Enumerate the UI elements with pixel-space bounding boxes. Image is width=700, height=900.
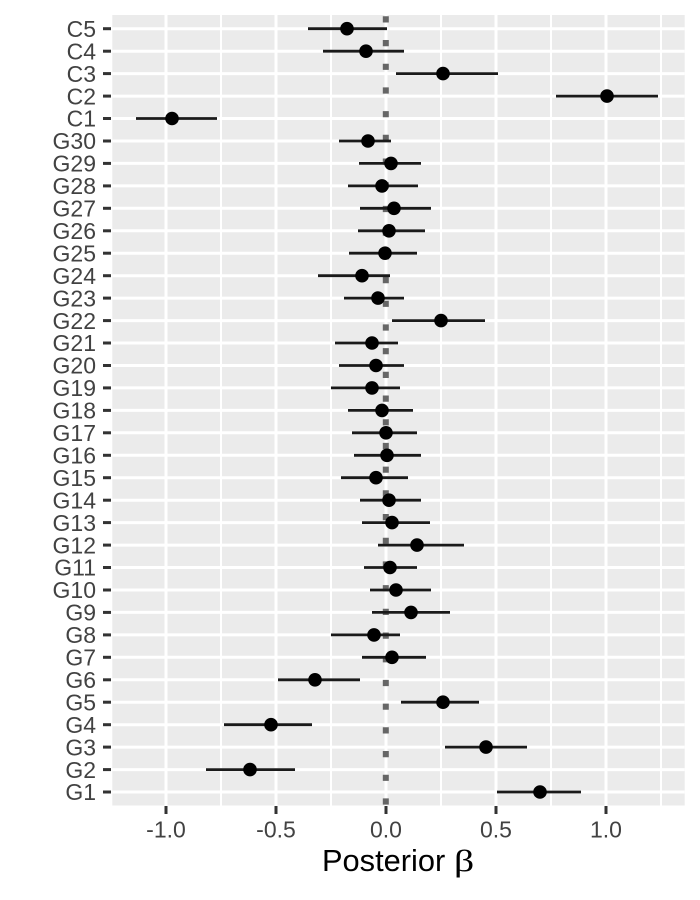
svg-text:G3: G3 (65, 734, 96, 760)
svg-text:-1.0: -1.0 (146, 817, 186, 843)
svg-text:G7: G7 (65, 645, 96, 671)
svg-text:Posterior: Posterior (322, 843, 445, 878)
svg-text:G1: G1 (65, 779, 96, 805)
svg-text:G6: G6 (65, 667, 96, 693)
svg-text:G16: G16 (53, 443, 96, 469)
svg-text:β: β (454, 843, 474, 878)
svg-text:G18: G18 (53, 398, 96, 424)
svg-text:G22: G22 (53, 308, 96, 334)
svg-text:G19: G19 (53, 375, 96, 401)
svg-text:G26: G26 (53, 218, 96, 244)
svg-text:G20: G20 (53, 353, 96, 379)
svg-text:G2: G2 (65, 757, 96, 783)
svg-text:0.0: 0.0 (370, 817, 402, 843)
svg-text:G12: G12 (53, 532, 96, 558)
svg-text:G5: G5 (65, 689, 96, 715)
svg-text:G25: G25 (53, 240, 96, 266)
svg-text:G15: G15 (53, 465, 96, 491)
svg-text:G30: G30 (53, 128, 96, 154)
svg-text:G23: G23 (53, 285, 96, 311)
svg-text:G14: G14 (53, 487, 97, 513)
svg-text:1.0: 1.0 (590, 817, 622, 843)
svg-text:G9: G9 (65, 600, 96, 626)
svg-text:C4: C4 (67, 38, 97, 64)
svg-text:C5: C5 (67, 16, 96, 42)
svg-text:G24: G24 (53, 263, 97, 289)
svg-text:G17: G17 (53, 420, 96, 446)
svg-text:G29: G29 (53, 151, 96, 177)
svg-text:G8: G8 (65, 622, 96, 648)
svg-text:C3: C3 (67, 61, 96, 87)
svg-text:G10: G10 (53, 577, 96, 603)
svg-text:G13: G13 (53, 510, 96, 536)
svg-text:-0.5: -0.5 (256, 817, 296, 843)
svg-text:G28: G28 (53, 173, 96, 199)
svg-text:0.5: 0.5 (480, 817, 512, 843)
svg-text:G27: G27 (53, 196, 96, 222)
svg-text:C1: C1 (67, 106, 96, 132)
svg-text:C2: C2 (67, 83, 96, 109)
svg-text:G21: G21 (53, 330, 96, 356)
svg-text:G4: G4 (65, 712, 96, 738)
svg-text:G11: G11 (54, 555, 96, 581)
